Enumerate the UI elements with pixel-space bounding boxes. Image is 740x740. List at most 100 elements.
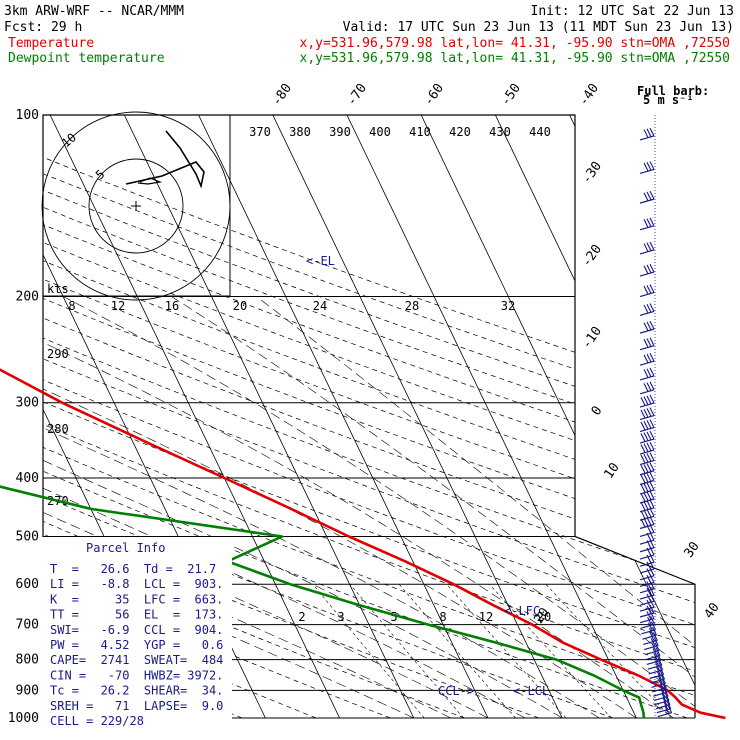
- moist-adiabat: [43, 296, 637, 718]
- init-time: Init: 12 UTC Sat 22 Jun 13: [531, 4, 735, 19]
- parcel-info-row: CELL = 229/28: [50, 714, 144, 728]
- hodograph-trace: [125, 130, 205, 189]
- pressure-tick-label: 400: [16, 471, 39, 486]
- parcel-info-box: Parcel Info T = 26.6 Td = 21.7LI = -8.8 …: [42, 537, 232, 728]
- dry-adiabat: [43, 115, 695, 718]
- parcel-info-row: T = 26.6 Td = 21.7: [50, 562, 216, 576]
- wind-legend-unit: 5 m s⁻¹: [643, 93, 694, 107]
- wind-barb: [640, 616, 656, 629]
- wind-barb: [644, 637, 659, 651]
- wind-barb: [639, 337, 655, 351]
- chart-frame: [42, 114, 696, 718]
- isotherm-line: [420, 115, 695, 718]
- mixing-ratio-label: 12: [479, 610, 493, 624]
- mixing-ratio-label: 20: [537, 610, 551, 624]
- dry-adiabat: [43, 115, 695, 718]
- wind-barb: [639, 352, 655, 366]
- isotherm-label: -40: [576, 81, 602, 109]
- isotherm-label: -50: [498, 81, 524, 109]
- isotherm-label: -70: [344, 81, 370, 109]
- isotherm-label: -30: [579, 159, 605, 187]
- parcel-info-row: CAPE= 2741 SWEAT= 484: [50, 653, 223, 667]
- wind-barb: [639, 499, 655, 513]
- wind-barb: [639, 284, 655, 298]
- wind-barb: [639, 161, 655, 175]
- isotherm-line: [198, 115, 489, 718]
- wind-barb: [639, 524, 655, 538]
- moist-adiabat: [256, 296, 695, 718]
- legend-dewpoint: Dewpoint temperature: [8, 51, 165, 66]
- wind-barb: [639, 430, 655, 444]
- mixing-ratio-line: [398, 584, 516, 718]
- dry-adiabat: [43, 115, 695, 718]
- isotherm-label: 0: [589, 403, 606, 418]
- wind-barb: [639, 367, 655, 381]
- pressure-tick-label: 600: [16, 577, 39, 592]
- parcel-info-row: TT = 56 EL = 173.: [50, 608, 223, 622]
- parcel-info-row: Tc = 26.2 SHEAR= 34.: [50, 684, 223, 698]
- parcel-info-row: SREH = 71 LAPSE= 9.0: [50, 699, 223, 713]
- isotherm-line: [272, 115, 563, 718]
- isotherm-label: 40: [701, 600, 722, 621]
- wind-barb: [650, 670, 665, 684]
- wind-barb: [639, 490, 655, 504]
- isotherm-label: -10: [579, 324, 605, 352]
- parcel-info-row: PW = 4.52 YGP = 0.6: [50, 638, 223, 652]
- wind-barb: [639, 320, 655, 334]
- lfc-marker: <-LFC: [504, 604, 540, 618]
- theta-label: 390: [329, 125, 351, 139]
- pressure-tick-label: 500: [16, 529, 39, 544]
- moist-adiabat: [43, 296, 674, 718]
- isotherm-label: -60: [421, 81, 447, 109]
- pressure-tick-label: 900: [16, 683, 39, 698]
- wind-barb: [639, 472, 655, 486]
- wind-barb: [644, 642, 660, 656]
- theta-low-label: 290: [47, 347, 69, 361]
- moist-adiabat: [43, 296, 489, 718]
- speed-label: 12: [111, 299, 125, 313]
- theta-low-label: 280: [47, 422, 69, 436]
- dry-adiabat: [43, 115, 695, 718]
- pressure-tick-label: 700: [16, 618, 39, 633]
- mixing-ratio-line: [312, 584, 425, 718]
- speed-label: 16: [165, 299, 179, 313]
- legend-dewpoint-info: x,y=531.96,579.98 lat,lon= 41.31, -95.90…: [300, 51, 730, 66]
- parcel-info-row: CIN = -70 HWBZ= 3972.: [50, 668, 223, 682]
- wind-barb: [639, 419, 655, 433]
- parcel-info-row: K = 35 LFC = 663.: [50, 592, 223, 606]
- wind-barb: [639, 127, 655, 141]
- dry-adiabat: [43, 115, 695, 718]
- mixing-ratio-label: 8: [439, 610, 446, 624]
- isotherm-line: [494, 115, 695, 718]
- pressure-tick-label: 300: [16, 396, 39, 411]
- speed-label: 28: [405, 299, 419, 313]
- wind-barb: [643, 632, 658, 645]
- wind-barb: [639, 217, 655, 231]
- wind-barb: [646, 652, 662, 666]
- pressure-tick-label: 800: [16, 653, 39, 668]
- isotherm-line: [49, 115, 340, 718]
- theta-label: 380: [289, 125, 311, 139]
- wind-barbs: [639, 115, 673, 718]
- wind-barb: [648, 661, 664, 675]
- wind-barb: [656, 700, 672, 714]
- mixing-ratio-label: 2: [298, 610, 305, 624]
- wind-barb: [651, 675, 666, 689]
- wind-barb: [639, 263, 655, 277]
- dry-adiabat: [43, 115, 465, 718]
- ccl-marker: CCL->: [438, 684, 474, 698]
- pressure-tick-label: 100: [16, 108, 39, 123]
- hodograph-ring: [88, 158, 184, 254]
- wind-barb: [639, 407, 655, 421]
- isotherm-label: 20: [531, 605, 552, 626]
- theta-label: 410: [409, 125, 431, 139]
- moist-adiabat: [43, 296, 600, 718]
- wind-barb: [639, 381, 655, 395]
- wind-barb: [639, 190, 655, 204]
- moist-adiabat: [43, 296, 414, 718]
- wind-barb: [639, 452, 655, 466]
- wind-barb: [657, 704, 673, 718]
- wind-barb: [649, 666, 665, 680]
- mixing-ratio-line: [349, 584, 464, 718]
